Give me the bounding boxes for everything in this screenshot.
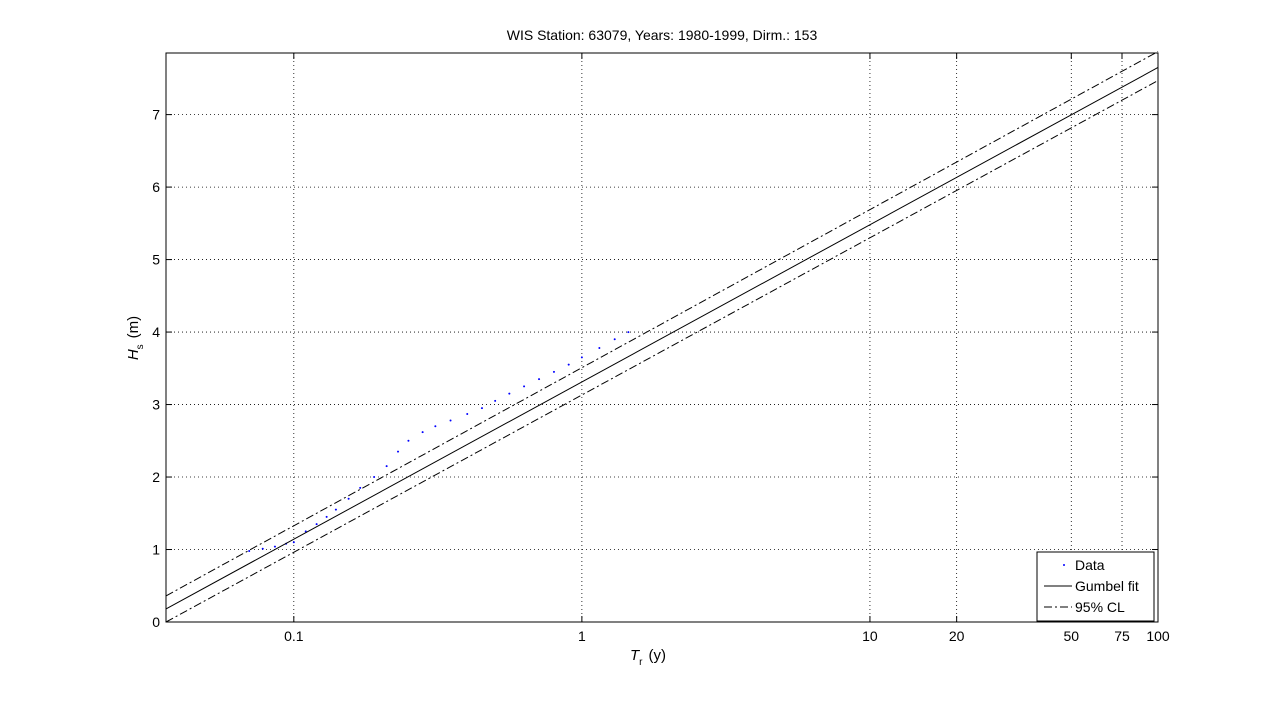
data-point bbox=[508, 392, 511, 395]
data-point bbox=[567, 363, 570, 366]
data-point bbox=[552, 370, 555, 373]
data-point bbox=[538, 378, 541, 381]
x-tick-label: 75 bbox=[1114, 628, 1130, 644]
data-point bbox=[347, 497, 350, 500]
data-point bbox=[466, 412, 469, 415]
legend-swatch-data bbox=[1063, 564, 1065, 566]
legend-label: 95% CL bbox=[1075, 599, 1125, 615]
y-tick-label: 5 bbox=[152, 252, 160, 268]
data-point bbox=[434, 425, 437, 428]
data-point bbox=[359, 486, 362, 489]
legend-label: Gumbel fit bbox=[1075, 578, 1139, 594]
y-label-symbol: H bbox=[125, 349, 142, 360]
plot-frame bbox=[165, 52, 1159, 623]
y-tick-label: 6 bbox=[152, 179, 160, 195]
x-label-unit: (y) bbox=[649, 647, 667, 664]
x-tick-label: 0.1 bbox=[284, 628, 304, 644]
gumbel-fit-line bbox=[165, 67, 1159, 610]
data-point bbox=[449, 419, 452, 422]
data-point bbox=[598, 347, 601, 350]
legend-label: Data bbox=[1075, 557, 1105, 573]
legend: Data Gumbel fit 95% CL bbox=[1036, 551, 1155, 622]
y-tick-label: 7 bbox=[152, 107, 160, 123]
svg-text:Tr(y): Tr (y) bbox=[630, 647, 666, 668]
data-point bbox=[315, 523, 318, 526]
data-point bbox=[273, 545, 276, 548]
data-point bbox=[325, 515, 328, 518]
x-tick-label: 1 bbox=[578, 628, 586, 644]
x-label-subscript: r bbox=[639, 657, 643, 668]
data-point bbox=[407, 439, 410, 442]
data-point bbox=[523, 385, 526, 388]
data-point bbox=[480, 407, 483, 410]
confidence-limit-line bbox=[165, 80, 1159, 623]
data-point bbox=[613, 338, 616, 341]
x-tick-label: 100 bbox=[1146, 628, 1170, 644]
axis-ticks: 0.1 1 10 20 50 75 100 0 1 2 3 4 5 6 7 bbox=[152, 53, 1170, 644]
data-point bbox=[261, 547, 264, 550]
x-tick-label: 50 bbox=[1063, 628, 1079, 644]
y-axis-label: Hs (m) bbox=[125, 316, 146, 360]
x-tick-label: 20 bbox=[949, 628, 965, 644]
data-point bbox=[292, 541, 295, 544]
y-tick-label: 4 bbox=[152, 324, 160, 340]
x-label-symbol: T bbox=[630, 647, 641, 664]
data-point bbox=[580, 356, 583, 359]
x-tick-label: 10 bbox=[862, 628, 878, 644]
chart-title: WIS Station: 63079, Years: 1980-1999, Di… bbox=[507, 27, 818, 43]
y-tick-label: 1 bbox=[152, 542, 160, 558]
y-label-unit: (m) bbox=[125, 316, 142, 339]
confidence-limit-line bbox=[165, 51, 1159, 597]
data-point bbox=[373, 476, 376, 479]
data-point bbox=[385, 465, 388, 468]
y-tick-label: 2 bbox=[152, 469, 160, 485]
data-point bbox=[421, 431, 424, 434]
data-point bbox=[494, 399, 497, 402]
data-point bbox=[334, 508, 337, 511]
data-point bbox=[397, 450, 400, 453]
y-tick-label: 0 bbox=[152, 614, 160, 630]
x-axis-label: Tr (y) bbox=[630, 647, 666, 668]
svg-text:Hs(m): Hs (m) bbox=[125, 316, 146, 360]
y-label-subscript: s bbox=[135, 344, 146, 349]
y-tick-label: 3 bbox=[152, 397, 160, 413]
data-point bbox=[627, 331, 630, 334]
data-point bbox=[248, 549, 251, 552]
plot-series bbox=[165, 51, 1159, 623]
